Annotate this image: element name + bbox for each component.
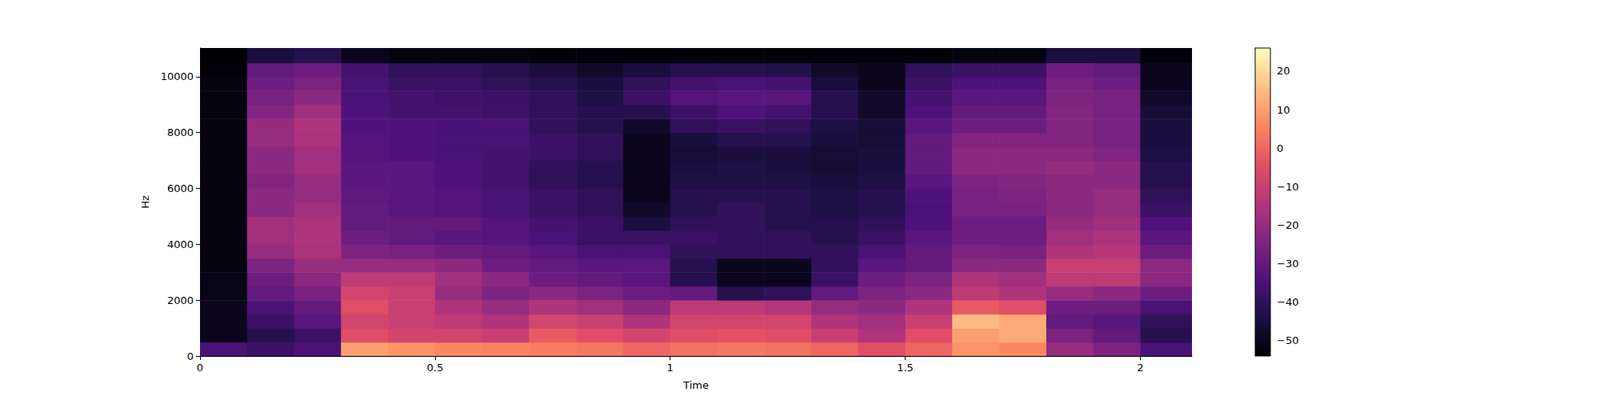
svg-text:−50: −50 [1276,334,1299,347]
svg-text:2: 2 [1136,361,1144,374]
svg-text:0: 0 [1276,142,1284,155]
svg-text:−20: −20 [1276,219,1299,232]
svg-text:−30: −30 [1276,257,1299,270]
svg-text:0: 0 [187,350,194,363]
svg-text:−10: −10 [1276,180,1299,193]
svg-text:10: 10 [1276,104,1291,116]
svg-text:Time: Time [682,379,709,392]
svg-text:−40: −40 [1276,296,1299,308]
svg-text:6000: 6000 [167,182,194,195]
svg-text:20: 20 [1276,64,1291,77]
svg-text:1.5: 1.5 [896,361,914,374]
svg-text:0: 0 [196,361,204,374]
svg-text:0.5: 0.5 [426,361,444,374]
svg-text:2000: 2000 [167,294,194,307]
svg-text:10000: 10000 [160,70,194,83]
svg-text:Hz: Hz [139,195,152,209]
svg-text:4000: 4000 [167,238,194,251]
svg-text:1: 1 [667,361,674,374]
svg-text:8000: 8000 [167,126,194,139]
